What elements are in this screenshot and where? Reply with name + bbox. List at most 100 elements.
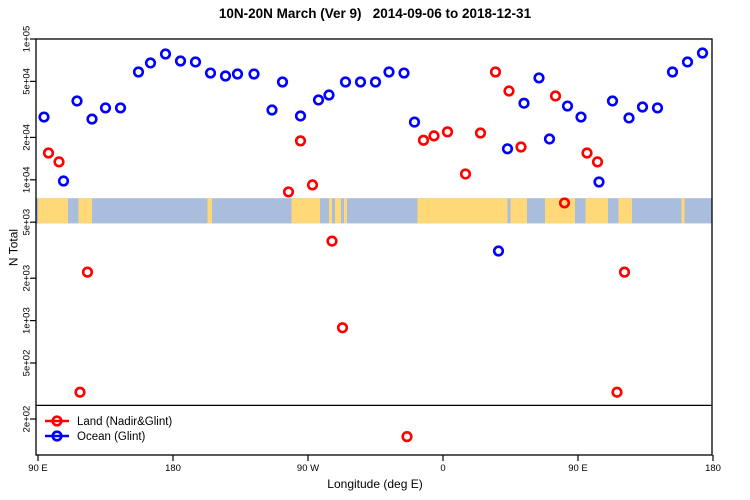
data-point-ocean — [533, 72, 545, 84]
y-axis-tick-label: 5e+02 — [22, 350, 33, 377]
data-point-land — [459, 168, 472, 180]
data-point-land — [581, 147, 593, 159]
y-axis-tick-label: 5e+03 — [22, 209, 33, 236]
x-axis-tick-label: 0 — [440, 463, 445, 474]
data-point-land — [515, 141, 527, 153]
legend-label: Land (Nadir&Glint) — [77, 416, 172, 428]
data-point-ocean — [294, 110, 307, 122]
map-band-land — [329, 198, 332, 224]
data-point-land — [74, 386, 86, 398]
data-point-ocean — [575, 111, 587, 123]
data-point-land — [306, 179, 319, 191]
data-point-ocean — [623, 112, 635, 124]
data-point-land — [618, 266, 631, 278]
y-axis-tick-label: 2e+03 — [22, 265, 33, 292]
data-point-ocean — [636, 101, 649, 113]
legend-label: Ocean (Glint) — [77, 431, 146, 443]
data-point-land — [294, 135, 307, 147]
data-point-ocean — [369, 76, 382, 88]
data-point-ocean — [231, 68, 244, 80]
data-point-land — [326, 235, 338, 247]
data-point-ocean — [114, 102, 127, 114]
data-point-ocean — [189, 56, 202, 68]
data-point-land — [401, 431, 413, 443]
data-point-ocean — [312, 94, 325, 106]
data-point-ocean — [354, 76, 367, 88]
x-axis-tick-label: 180 — [705, 463, 721, 474]
x-axis-tick-label: 90 W — [297, 463, 319, 474]
data-point-ocean — [593, 176, 605, 188]
data-point-land — [611, 386, 623, 398]
x-axis-tick-label: 90 E — [28, 463, 48, 474]
y-axis-tick-label: 1e+03 — [22, 307, 33, 334]
data-point-ocean — [651, 102, 664, 114]
data-point-ocean — [323, 89, 335, 101]
data-point-ocean — [492, 245, 505, 257]
chart-title: 10N-20N March (Ver 9) 2014-09-06 to 2018… — [218, 6, 532, 21]
y-axis-tick-label: 1e+04 — [22, 166, 33, 193]
map-band-land — [78, 198, 92, 224]
map-band-land — [344, 198, 347, 224]
data-point-ocean — [681, 56, 694, 68]
map-band-land — [618, 198, 632, 224]
data-point-ocean — [666, 66, 679, 78]
map-band-land — [681, 198, 685, 224]
data-point-ocean — [408, 116, 421, 128]
data-point-ocean — [99, 102, 112, 114]
map-band-land — [510, 198, 527, 224]
data-point-land — [558, 197, 571, 209]
data-point-ocean — [219, 70, 232, 82]
data-point-land — [428, 130, 440, 142]
legend-marker — [51, 415, 63, 427]
y-axis-tick-label: 5e+04 — [22, 68, 33, 95]
map-band-land — [585, 198, 608, 224]
data-point-ocean — [561, 100, 574, 112]
data-point-ocean — [501, 143, 514, 155]
y-axis-tick-label: 1e+05 — [22, 26, 33, 53]
y-axis-tick-label: 2e+02 — [22, 406, 33, 433]
data-point-ocean — [543, 133, 556, 145]
data-point-land — [474, 127, 487, 139]
data-point-land — [503, 85, 515, 97]
data-point-land — [42, 147, 55, 159]
data-point-land — [441, 126, 454, 138]
data-point-ocean — [86, 113, 98, 125]
data-point-ocean — [38, 111, 50, 123]
data-point-ocean — [398, 67, 410, 79]
map-band-land — [207, 198, 212, 224]
x-axis-tick-label: 90 E — [568, 463, 588, 474]
data-point-ocean — [71, 95, 83, 107]
data-point-land — [282, 186, 295, 198]
y-axis-tick-label: 2e+04 — [22, 124, 33, 151]
data-point-ocean — [132, 66, 145, 78]
plot-frame — [35, 38, 713, 456]
y-axis-title: N Total — [6, 228, 21, 267]
data-point-land — [489, 66, 502, 78]
x-axis-tick-label: 180 — [165, 463, 181, 474]
data-point-ocean — [248, 68, 260, 80]
data-point-ocean — [204, 67, 217, 79]
data-point-ocean — [606, 95, 619, 107]
data-point-ocean — [383, 66, 395, 78]
data-point-ocean — [57, 175, 70, 187]
map-band-land — [38, 198, 68, 224]
map-band-land — [417, 198, 508, 224]
data-point-land — [81, 266, 94, 278]
data-point-ocean — [696, 47, 709, 59]
data-point-ocean — [174, 55, 187, 67]
map-band-land — [291, 198, 320, 224]
data-point-land — [53, 156, 65, 168]
data-point-land — [549, 90, 562, 102]
data-point-ocean — [276, 76, 289, 88]
map-band-land — [335, 198, 341, 224]
data-point-ocean — [159, 48, 172, 60]
data-point-land — [336, 322, 349, 334]
data-point-ocean — [339, 76, 352, 88]
data-point-land — [591, 156, 604, 168]
data-point-land — [417, 134, 430, 146]
data-point-ocean — [144, 57, 157, 69]
legend-marker — [51, 430, 63, 442]
data-point-ocean — [518, 97, 530, 109]
